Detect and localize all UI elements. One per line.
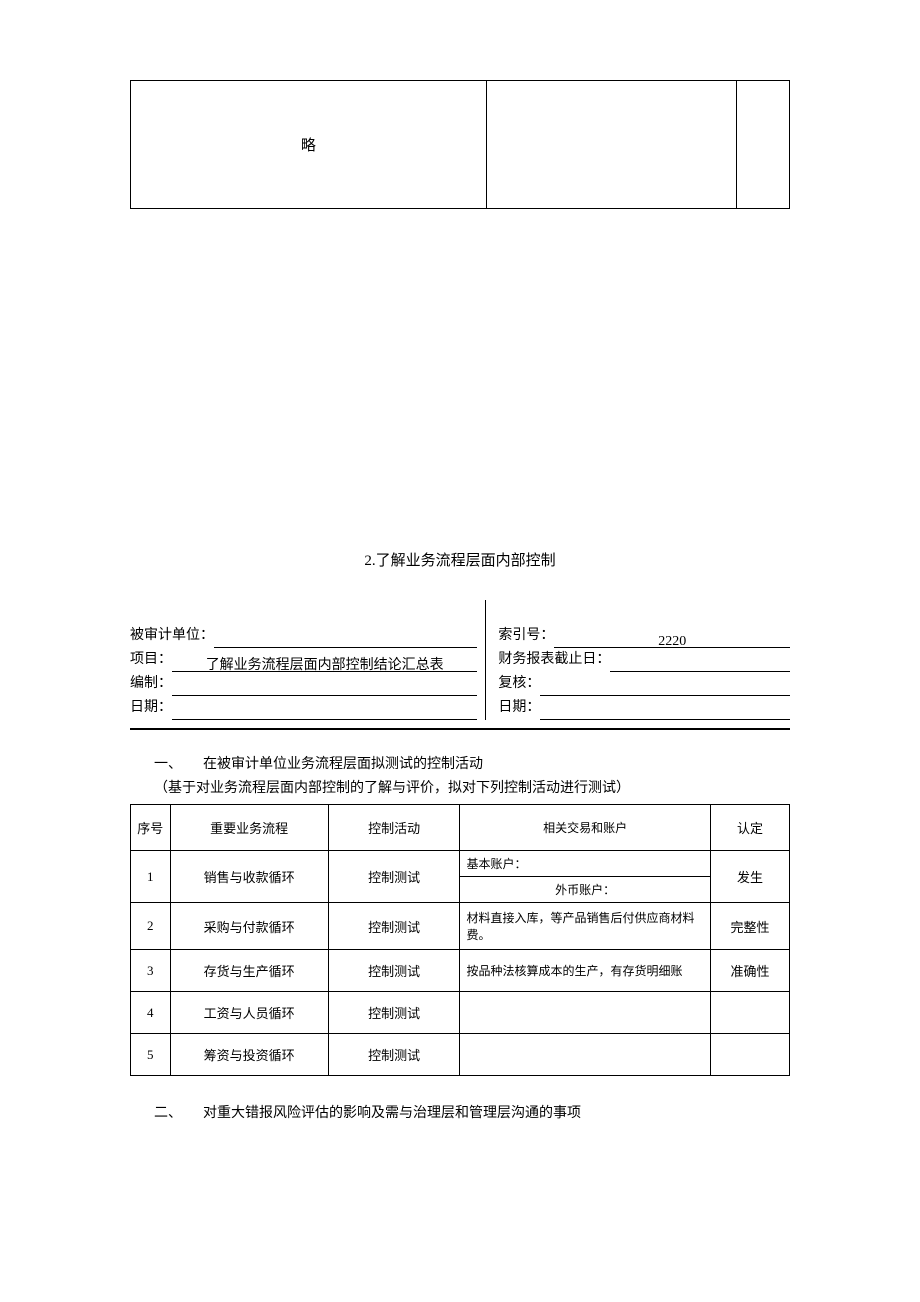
audited-unit-value [214,630,477,648]
audited-unit-field: 被审计单位： [130,624,477,648]
header-right-column: 索引号： 2220 财务报表截止日： 复核： 日期： [486,600,790,720]
prepared-by-value [172,678,477,696]
top-cell-1: 略 [131,81,487,209]
prepared-by-label: 编制： [130,672,172,696]
cell-rel: 材料直接入库，等产品销售后付供应商材料费。 [460,903,710,950]
cell-proc: 工资与人员循环 [170,992,328,1034]
table-row: 5 筹资与投资循环 控制测试 [131,1034,790,1076]
col-header-seq: 序号 [131,805,171,851]
cell-ass [710,1034,789,1076]
table-row: 2 采购与付款循环 控制测试 材料直接入库，等产品销售后付供应商材料费。 完整性 [131,903,790,950]
cell-ass: 准确性 [710,950,789,992]
cell-act: 控制测试 [328,1034,460,1076]
document-header: 被审计单位： 项目： 了解业务流程层面内部控制结论汇总表 编制： 日期： 索引号… [130,600,790,730]
top-cell-2 [486,81,736,209]
cell-act: 控制测试 [328,851,460,903]
cell-rel-split: 基本账户： 外币账户： [460,851,710,903]
cell-ass: 发生 [710,851,789,903]
cell-seq: 1 [131,851,171,903]
right-date-label: 日期： [498,696,540,720]
top-cell-3 [737,81,790,209]
cell-proc: 筹资与投资循环 [170,1034,328,1076]
cutoff-date-value [610,654,790,672]
section1-heading: 一、 在被审计单位业务流程层面拟测试的控制活动 [154,754,790,776]
review-value [540,678,790,696]
cell-rel: 按品种法核算成本的生产，有存货明细账 [460,950,710,992]
right-date-value [540,702,790,720]
index-field: 索引号： 2220 [498,624,790,648]
cell-rel [460,1034,710,1076]
col-header-rel: 相关交易和账户 [460,805,710,851]
table-row: 4 工资与人员循环 控制测试 [131,992,790,1034]
right-date-field: 日期： [498,696,790,720]
cell-rel-top: 基本账户： [460,851,709,877]
review-field: 复核： [498,672,790,696]
section1-subheading: （基于对业务流程层面内部控制的了解与评价，拟对下列控制活动进行测试） [154,778,790,800]
top-summary-table: 略 [130,80,790,209]
cell-ass: 完整性 [710,903,789,950]
col-header-ass: 认定 [710,805,789,851]
project-label: 项目： [130,648,172,672]
audited-unit-label: 被审计单位： [130,624,214,648]
cell-act: 控制测试 [328,992,460,1034]
col-header-proc: 重要业务流程 [170,805,328,851]
cell-seq: 4 [131,992,171,1034]
project-field: 项目： 了解业务流程层面内部控制结论汇总表 [130,648,477,672]
prepared-by-field: 编制： [130,672,477,696]
cutoff-date-label: 财务报表截止日： [498,648,610,672]
cell-rel [460,992,710,1034]
project-value: 了解业务流程层面内部控制结论汇总表 [172,654,477,672]
control-activities-table: 序号 重要业务流程 控制活动 相关交易和账户 认定 1 销售与收款循环 控制测试… [130,804,790,1076]
index-label: 索引号： [498,624,554,648]
table-header-row: 序号 重要业务流程 控制活动 相关交易和账户 认定 [131,805,790,851]
cell-rel-bot: 外币账户： [460,877,709,903]
left-date-field: 日期： [130,696,477,720]
left-date-value [172,702,477,720]
cell-proc: 采购与付款循环 [170,903,328,950]
section2-heading: 二、 对重大错报风险评估的影响及需与治理层和管理层沟通的事项 [154,1102,790,1122]
cutoff-date-field: 财务报表截止日： [498,648,790,672]
section-title: 2.了解业务流程层面内部控制 [130,549,790,570]
index-value: 2220 [554,630,790,648]
cell-seq: 2 [131,903,171,950]
col-header-act: 控制活动 [328,805,460,851]
cell-proc: 销售与收款循环 [170,851,328,903]
table-row: 1 销售与收款循环 控制测试 基本账户： 外币账户： 发生 [131,851,790,903]
table-row: 3 存货与生产循环 控制测试 按品种法核算成本的生产，有存货明细账 准确性 [131,950,790,992]
cell-proc: 存货与生产循环 [170,950,328,992]
cell-seq: 5 [131,1034,171,1076]
cell-act: 控制测试 [328,950,460,992]
cell-act: 控制测试 [328,903,460,950]
review-label: 复核： [498,672,540,696]
cell-seq: 3 [131,950,171,992]
header-left-column: 被审计单位： 项目： 了解业务流程层面内部控制结论汇总表 编制： 日期： [130,600,486,720]
left-date-label: 日期： [130,696,172,720]
cell-ass [710,992,789,1034]
